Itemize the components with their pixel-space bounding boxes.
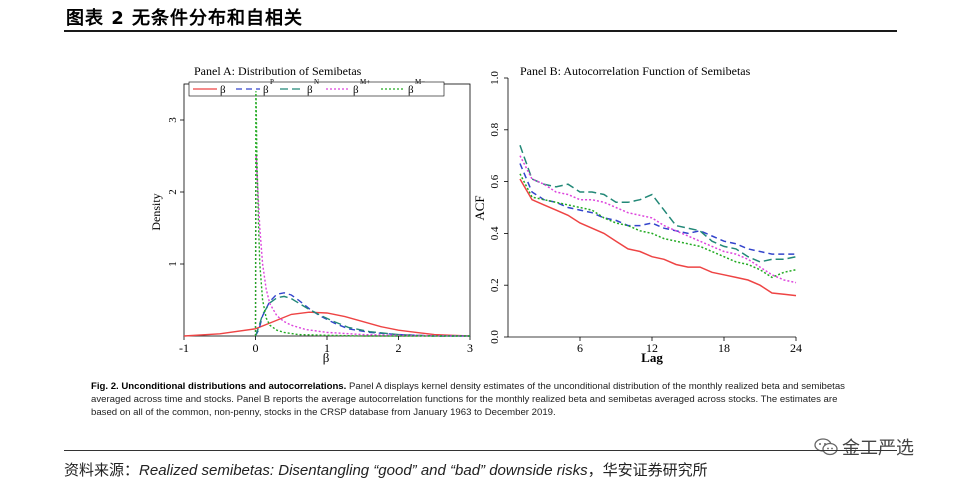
header-divider <box>64 30 897 32</box>
panel-b-ytick-label: 0.2 <box>489 278 501 292</box>
panel-b-series-line <box>519 145 797 263</box>
legend-superscript: M+ <box>360 78 370 86</box>
footer-divider <box>64 450 897 451</box>
panel-a-series-line <box>183 311 471 337</box>
panel-a-xtick-label: 2 <box>396 341 402 355</box>
wechat-icon <box>814 438 838 456</box>
panel-b-title: Panel B: Autocorrelation Function of Sem… <box>520 64 751 78</box>
panel-a-xtick-label: 3 <box>467 341 473 355</box>
watermark: 金工严选 <box>814 434 914 460</box>
panel-b-xtick-label: 18 <box>718 341 730 355</box>
source-title: Realized semibetas: Disentangling “good”… <box>139 462 588 479</box>
panel-b-ytick-label: 0.0 <box>489 330 501 344</box>
panel-b-ytick-label: 0.8 <box>489 122 501 136</box>
panel-b-ytick-label: 1.0 <box>489 71 501 85</box>
source-line: 资料来源：Realized semibetas: Disentangling “… <box>64 459 708 480</box>
panel-a-series-line <box>254 295 470 337</box>
legend-label: β <box>220 84 226 96</box>
panel-a-xtick-label: 1 <box>324 341 330 355</box>
panel-a-title: Panel A: Distribution of Semibetas <box>194 64 362 78</box>
figure-caption: Fig. 2. Unconditional distributions and … <box>91 380 866 419</box>
legend-label: β <box>307 84 313 96</box>
panel-b-ytick-label: 0.4 <box>489 226 501 240</box>
legend-superscript: P <box>270 78 274 86</box>
panel-b: Panel B: Autocorrelation Function of Sem… <box>472 64 802 365</box>
panel-a-frame <box>183 83 471 337</box>
panel-b-xtick-label: 12 <box>646 341 658 355</box>
legend-box <box>188 81 445 97</box>
panel-b-xlabel: Lag <box>641 350 663 365</box>
legend-superscript: M− <box>415 78 425 86</box>
panel-a-xlabel: β <box>323 350 330 365</box>
legend-label: β <box>263 84 269 96</box>
source-suffix: ，华安证券研究所 <box>587 461 708 479</box>
panel-b-series-line <box>519 178 797 297</box>
panel-a-ylabel: Density <box>149 193 163 230</box>
panel-a-xtick-label: 0 <box>253 341 259 355</box>
panel-b-series-line <box>519 173 797 279</box>
charts-figure: Panel A: Distribution of Semibetas β βPβN… <box>149 64 802 365</box>
panel-b-ytick-label: 0.6 <box>489 174 501 188</box>
panel-a-ytick-label: 1 <box>167 261 179 267</box>
caption-lead: Fig. 2. Unconditional distributions and … <box>91 381 347 392</box>
legend-label: β <box>353 84 359 96</box>
watermark-text: 金工严选 <box>842 438 914 459</box>
panel-a-series-line <box>254 292 470 337</box>
caption-body: Panel A displays kernel density estimate… <box>91 381 845 418</box>
panel-a: Panel A: Distribution of Semibetas β βPβN… <box>149 64 473 365</box>
panel-b-series-line <box>519 163 796 255</box>
panel-b-xtick-label: 24 <box>790 341 802 355</box>
panel-a-series-line <box>254 91 470 337</box>
page-title: 图表 2 无条件分布和自相关 <box>66 8 304 29</box>
source-prefix: 资料来源： <box>64 461 140 479</box>
panel-b-series-line <box>519 155 797 284</box>
panel-a-series-line <box>254 155 471 337</box>
legend-superscript: N <box>314 78 319 86</box>
panel-a-ytick-label: 3 <box>167 117 179 123</box>
panel-b-xtick-label: 6 <box>577 341 583 355</box>
panel-b-ylabel: ACF <box>472 195 487 220</box>
panel-a-ytick-label: 2 <box>167 189 179 195</box>
legend-label: β <box>408 84 414 96</box>
panel-a-xtick-label: -1 <box>179 341 189 355</box>
